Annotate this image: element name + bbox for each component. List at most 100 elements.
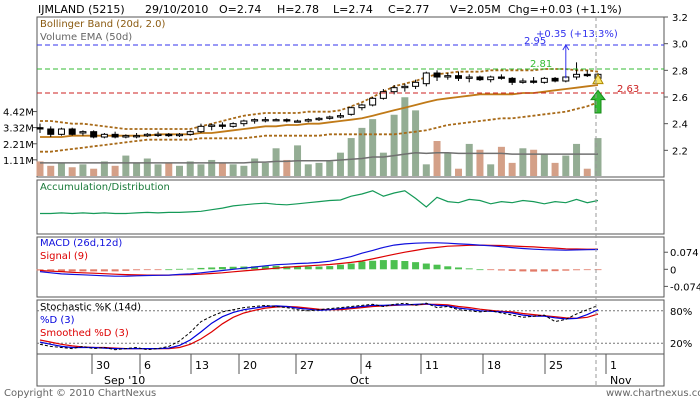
price-tick-label: 2.8 xyxy=(672,66,688,77)
volume-tick-label: 1.11M xyxy=(3,156,34,167)
macd-histogram-bar xyxy=(261,266,269,270)
candle-body xyxy=(240,120,248,125)
date-label: 29/10/2010 xyxy=(145,3,208,16)
x-date-label: 18 xyxy=(487,359,501,372)
stoch-sd-legend: Smoothed %D (3) xyxy=(40,328,129,339)
volume-bar xyxy=(433,141,441,176)
macd-histogram-bar xyxy=(444,266,452,270)
volume-ema-line xyxy=(40,151,598,164)
candle-body xyxy=(573,73,581,78)
candle-body xyxy=(251,119,259,122)
resistance-label: 2.81 xyxy=(530,59,552,70)
candle-body xyxy=(90,131,98,138)
bollinger-lines xyxy=(40,68,599,153)
signal-legend: Signal (9) xyxy=(40,251,88,262)
macd-histogram-bar xyxy=(347,263,355,270)
volume-bar xyxy=(100,161,108,176)
candle-body xyxy=(583,73,591,77)
candle-body xyxy=(176,133,183,137)
x-date-label: 25 xyxy=(549,359,563,372)
volume-tick-label: 4.42M xyxy=(3,108,34,119)
volume-bar xyxy=(530,149,538,176)
volume-bar xyxy=(455,168,462,176)
candle-body xyxy=(412,81,420,87)
macd-histogram-bar xyxy=(465,268,473,270)
macd-histogram-bar xyxy=(390,260,398,270)
candle-body xyxy=(465,76,473,79)
x-date-label: 11 xyxy=(425,359,439,372)
stoch-lines xyxy=(39,302,599,351)
macd-tick-label: -0.074 xyxy=(670,282,700,293)
volume-bar xyxy=(358,127,366,176)
macd-histogram-bar xyxy=(176,268,183,270)
macd-histogram-bar xyxy=(326,266,334,270)
candle-body xyxy=(47,128,55,135)
volume-bar xyxy=(412,110,420,176)
candle-body xyxy=(433,72,441,78)
volume-bar xyxy=(573,143,581,176)
volume-ema-line xyxy=(40,151,598,164)
volume-bar xyxy=(154,164,162,176)
macd-histogram-bar xyxy=(218,267,226,270)
candle-body xyxy=(347,107,355,115)
macd-histogram-bar xyxy=(154,269,162,271)
candle-body xyxy=(100,133,108,138)
stoch-k-legend: Stochastic %K (14d) xyxy=(40,302,141,313)
volume-bar xyxy=(369,119,377,176)
target-price-label: 2.95 xyxy=(524,36,546,47)
volume-bar xyxy=(508,162,516,176)
macd-histogram-bar xyxy=(573,269,581,271)
stoch-k-line xyxy=(39,302,599,351)
candle-body xyxy=(540,77,548,83)
macd-histogram-bar xyxy=(455,267,462,270)
candle-body xyxy=(379,91,387,99)
accum-dist-line xyxy=(40,190,599,215)
candle-body xyxy=(315,117,323,121)
macd-histogram-bar xyxy=(90,269,98,272)
stoch-d-line xyxy=(39,303,599,350)
candle-body xyxy=(326,116,334,119)
macd-histogram-bar xyxy=(315,266,323,270)
gain-label: +0.35 (+13.3%) xyxy=(536,29,618,40)
macd-histogram-bar xyxy=(476,269,484,271)
candle-body xyxy=(186,131,194,135)
volume-bar xyxy=(487,164,495,176)
candle-body xyxy=(143,133,151,137)
volume-bar xyxy=(240,165,248,176)
price-tick-label: 2.2 xyxy=(672,146,688,157)
x-date-label: 20 xyxy=(243,359,257,372)
support-label: 2.63 xyxy=(617,84,639,95)
volume-bar xyxy=(133,162,141,176)
volume-tick-label: 3.32M xyxy=(3,124,34,135)
volume-bar xyxy=(229,164,237,176)
bollinger-mid-line xyxy=(40,84,599,138)
macd-histogram-bar xyxy=(497,269,505,271)
footer-copyright: Copyright © 2010 ChartNexus xyxy=(4,388,156,399)
volume-bar xyxy=(390,114,398,176)
candle-body xyxy=(272,119,280,122)
volume-bar xyxy=(176,165,183,176)
macd-histogram-bar xyxy=(79,269,87,272)
volume-bar xyxy=(519,148,527,176)
volume-bar xyxy=(261,162,269,176)
volume-bar xyxy=(47,165,55,176)
macd-y-axis: 0.074 0 -0.074 xyxy=(664,248,700,293)
macd-lines xyxy=(39,242,599,277)
stoch-y-axis: 80% 20% xyxy=(37,307,692,350)
macd-histogram-bar xyxy=(272,265,280,270)
candle-body xyxy=(390,87,398,93)
candle-body xyxy=(79,131,87,134)
macd-histogram-bar xyxy=(57,269,65,272)
volume-bar xyxy=(251,158,259,176)
volume-bar xyxy=(122,155,130,176)
volume-bar xyxy=(444,152,452,176)
volume-bar xyxy=(465,143,473,176)
price-tick-label: 2.6 xyxy=(672,93,688,104)
macd-tick-label: 0 xyxy=(670,265,676,276)
volume-y-axis: 4.42M 3.32M 2.21M 1.11M xyxy=(3,108,37,167)
signal-line xyxy=(39,244,598,276)
macd-histogram-bar xyxy=(304,266,312,270)
candle-body xyxy=(165,133,173,137)
candle-body xyxy=(111,133,119,138)
